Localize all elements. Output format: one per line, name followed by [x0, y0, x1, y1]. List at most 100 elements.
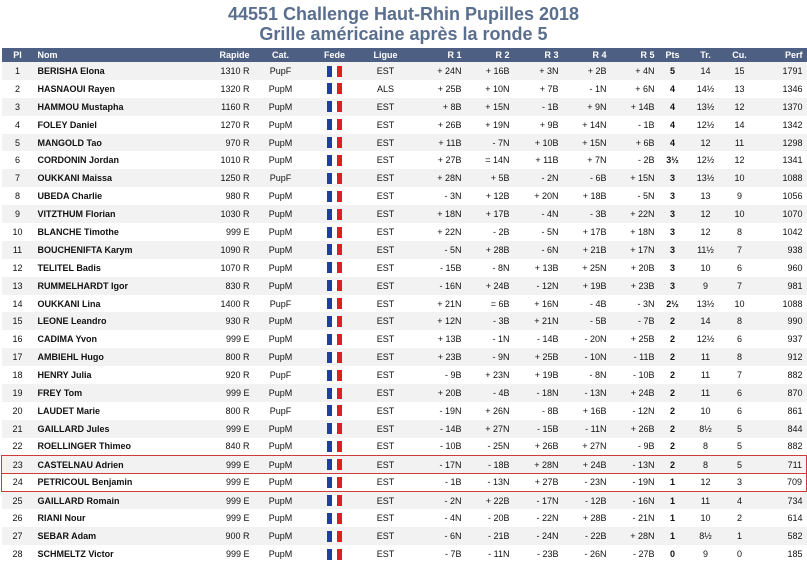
cell-nom[interactable]: CORDONIN Jordan: [37, 155, 120, 166]
col-pts[interactable]: Pts: [665, 50, 680, 60]
table-row[interactable]: 18 HENRY Julia 920 R PupF EST - 9B + 23N + 19B -…: [1, 366, 807, 385]
cell-nom[interactable]: HAMMOU Mustapha: [37, 101, 124, 112]
cell-nom[interactable]: TELITEL Badis: [37, 262, 101, 273]
table-row[interactable]: 10 BLANCHE Timothe 999 E PupM EST + 22N - 2B - …: [1, 223, 807, 241]
cell-ligue: EST: [376, 101, 395, 112]
col-rapide[interactable]: Rapide: [219, 50, 250, 60]
table-row[interactable]: 3 HAMMOU Mustapha 1160 R PupM EST + 8B + 15N - …: [1, 97, 807, 116]
cell-pl: 8: [14, 191, 20, 202]
cell-nom[interactable]: FREY Tom: [37, 387, 83, 398]
table-row[interactable]: 11 BOUCHENIFTA Karym 1090 R PupM EST - 5N + 28…: [1, 240, 807, 259]
cell-r5: + 20B: [630, 262, 655, 273]
cell-rapide: 999 E: [225, 226, 250, 237]
cell-nom[interactable]: FOLEY Daniel: [37, 119, 97, 130]
cell-nom[interactable]: BLANCHE Timothe: [37, 226, 119, 237]
cell-nom[interactable]: MANGOLD Tao: [37, 137, 102, 148]
france-flag-icon: [327, 280, 342, 292]
cell-nom[interactable]: ROELLINGER Thimeo: [37, 441, 132, 452]
cell-nom[interactable]: AMBIEHL Hugo: [37, 352, 104, 363]
table-row[interactable]: 17 AMBIEHL Hugo 800 R PupM EST + 23B - 9N + 25B…: [1, 348, 807, 367]
col-r2[interactable]: R 2: [495, 50, 510, 60]
cell-pl: 3: [14, 101, 20, 112]
cell-perf: 938: [787, 244, 803, 255]
cell-nom[interactable]: GAILLARD Jules: [37, 423, 110, 434]
cell-nom[interactable]: LEONE Leandro: [37, 316, 107, 327]
table-row[interactable]: 7 OUKKANI Maissa 1250 R PupF EST + 28N + 5B - 2…: [1, 169, 807, 188]
cell-pts: 3: [669, 280, 675, 291]
cell-nom[interactable]: SCHMELTZ Victor: [37, 548, 114, 559]
cell-nom[interactable]: BERISHA Elona: [37, 65, 105, 76]
table-row[interactable]: 24 PETRICOUL Benjamin 999 E PupM EST - 1B - 13…: [1, 472, 807, 492]
cell-rapide: 920 R: [225, 370, 250, 381]
cell-r3: - 15B: [536, 423, 559, 434]
table-row[interactable]: 27 SEBAR Adam 900 R PupM EST - 6N - 21B - 24N - …: [1, 527, 807, 546]
cell-cat: PupM: [268, 531, 293, 542]
col-tr[interactable]: Tr.: [700, 50, 711, 60]
france-flag-icon: [327, 530, 342, 542]
cell-ligue: EST: [376, 209, 395, 220]
table-row[interactable]: 19 FREY Tom 999 E PupM EST + 20B - 4B - 18N - 13…: [1, 384, 807, 402]
table-row[interactable]: 14 OUKKANI Lina 1400 R PupF EST + 21N = 6B + 16…: [1, 294, 807, 313]
table-row[interactable]: 20 LAUDET Marie 800 R PupF EST - 19N + 26N - 8B…: [1, 401, 807, 420]
france-flag-icon: [327, 548, 342, 560]
france-flag-icon: [327, 440, 342, 452]
col-fede[interactable]: Fede: [323, 50, 345, 60]
table-row[interactable]: 13 RUMMELHARDT Igor 830 R PupM EST - 16N + 24B…: [1, 276, 807, 295]
table-row[interactable]: 21 GAILLARD Jules 999 E PupM EST - 14B + 27N - …: [1, 419, 807, 438]
table-row[interactable]: 5 MANGOLD Tao 970 R PupM EST + 11B - 7N + 10B + …: [1, 133, 807, 152]
cell-perf: 960: [787, 262, 803, 273]
cell-rapide: 970 R: [225, 137, 250, 148]
col-pl[interactable]: Pl: [13, 50, 22, 60]
cell-nom[interactable]: VITZTHUM Florian: [37, 209, 116, 220]
table-row[interactable]: 16 CADIMA Yvon 999 E PupM EST + 13B - 1N - 14B -…: [1, 330, 807, 349]
cell-nom[interactable]: RIANI Nour: [37, 513, 86, 524]
cell-tr: 10: [700, 405, 711, 416]
cell-r3: - 6N: [541, 244, 559, 255]
cell-nom[interactable]: PETRICOUL Benjamin: [33, 472, 184, 492]
col-r3[interactable]: R 3: [544, 50, 559, 60]
col-nom[interactable]: Nom: [37, 50, 58, 60]
cell-r5: + 15N: [630, 173, 655, 184]
cell-nom[interactable]: BOUCHENIFTA Karym: [37, 244, 133, 255]
cell-ligue: EST: [376, 262, 395, 273]
cell-nom[interactable]: OUKKANI Maissa: [37, 173, 113, 184]
cell-tr: 14½: [696, 83, 715, 94]
table-row[interactable]: 26 RIANI Nour 999 E PupM EST - 4N - 20B - 22N + …: [1, 509, 807, 528]
table-row[interactable]: 8 UBEDA Charlie 980 R PupM EST - 3N + 12B + 20N…: [1, 187, 807, 206]
col-r4[interactable]: R 4: [592, 50, 607, 60]
cell-rapide: 800 R: [225, 405, 250, 416]
table-row[interactable]: 28 SCHMELTZ Victor 999 E PupM EST - 7B - 11N - …: [1, 545, 807, 563]
cell-nom[interactable]: GAILLARD Romain: [37, 495, 120, 506]
table-row[interactable]: 6 CORDONIN Jordan 1010 R PupM EST + 27B = 14N +…: [1, 151, 807, 170]
cell-r5: - 27B: [632, 548, 655, 559]
col-r5[interactable]: R 5: [640, 50, 655, 60]
col-perf[interactable]: Perf: [784, 50, 803, 60]
table-row[interactable]: 9 VITZTHUM Florian 1030 R PupM EST + 18N + 17B…: [1, 205, 807, 224]
table-row[interactable]: 15 LEONE Leandro 930 R PupM EST + 12N - 3B + 21…: [1, 312, 807, 331]
cell-nom[interactable]: SEBAR Adam: [37, 531, 97, 542]
col-cat[interactable]: Cat.: [271, 50, 289, 60]
table-row[interactable]: 12 TELITEL Badis 1070 R PupM EST - 15B - 8N + 1…: [1, 258, 807, 277]
table-row[interactable]: 23 CASTELNAU Adrien 999 E PupM EST - 17N - 18B…: [1, 455, 807, 474]
table-row[interactable]: 2 HASNAOUI Rayen 1320 R PupM ALS + 25B + 10N + …: [1, 79, 807, 98]
cell-nom[interactable]: RUMMELHARDT Igor: [37, 280, 129, 291]
cell-nom[interactable]: HASNAOUI Rayen: [37, 83, 116, 94]
table-row[interactable]: 1 BERISHA Elona 1310 R PupF EST + 24N + 16B + 3…: [1, 62, 807, 80]
cell-nom[interactable]: HENRY Julia: [37, 370, 92, 381]
col-ligue[interactable]: Ligue: [373, 50, 398, 60]
cell-r2: + 19N: [485, 119, 510, 130]
cell-cat: PupM: [268, 119, 293, 130]
cell-pl: 20: [12, 405, 23, 416]
cell-r5: + 6N: [635, 83, 655, 94]
col-r1[interactable]: R 1: [447, 50, 462, 60]
table-row[interactable]: 25 GAILLARD Romain 999 E PupM EST - 2N + 22B - …: [1, 491, 807, 510]
cell-nom[interactable]: LAUDET Marie: [37, 405, 101, 416]
cell-nom[interactable]: UBEDA Charlie: [37, 191, 103, 202]
cell-nom[interactable]: CASTELNAU Adrien: [33, 455, 184, 474]
cell-nom[interactable]: OUKKANI Lina: [37, 298, 101, 309]
col-cu[interactable]: Cu.: [732, 50, 747, 60]
table-row[interactable]: 4 FOLEY Daniel 1270 R PupM EST + 26B + 19N + 9B…: [1, 115, 807, 134]
table-row[interactable]: 22 ROELLINGER Thimeo 840 R PupM EST - 10B - 25…: [1, 437, 807, 456]
cell-ligue: ALS: [376, 83, 394, 94]
cell-nom[interactable]: CADIMA Yvon: [37, 334, 98, 345]
